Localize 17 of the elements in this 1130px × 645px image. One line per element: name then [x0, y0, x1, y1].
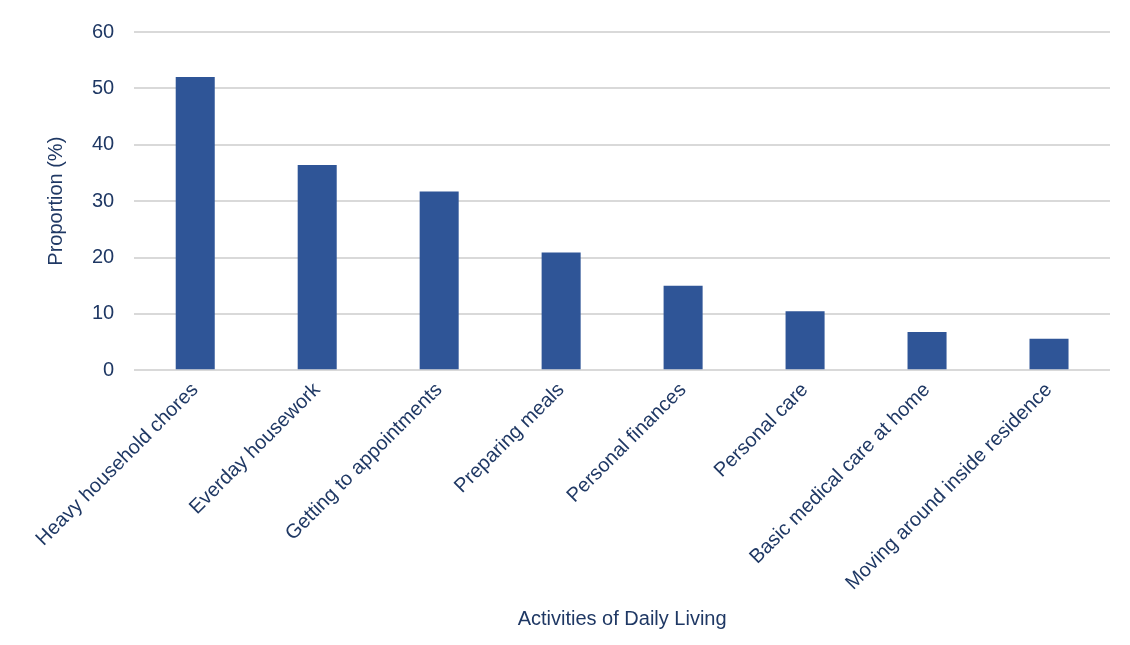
y-tick-label: 50	[92, 75, 115, 98]
y-tick-label: 60	[92, 19, 115, 42]
y-tick-label: 20	[92, 245, 115, 268]
bar	[907, 332, 947, 370]
bar	[297, 165, 337, 370]
bar	[541, 252, 581, 370]
bar	[175, 77, 215, 370]
bar	[785, 311, 825, 370]
y-tick-label: 10	[92, 301, 115, 324]
y-tick-label: 30	[92, 188, 115, 211]
bar	[663, 285, 703, 370]
bar	[419, 191, 459, 370]
x-axis-title: Activities of Daily Living	[517, 606, 727, 629]
y-tick-label: 0	[103, 357, 115, 380]
bar	[1029, 338, 1069, 370]
y-tick-label: 40	[92, 132, 115, 155]
y-axis-title: Proportion (%)	[43, 136, 66, 266]
